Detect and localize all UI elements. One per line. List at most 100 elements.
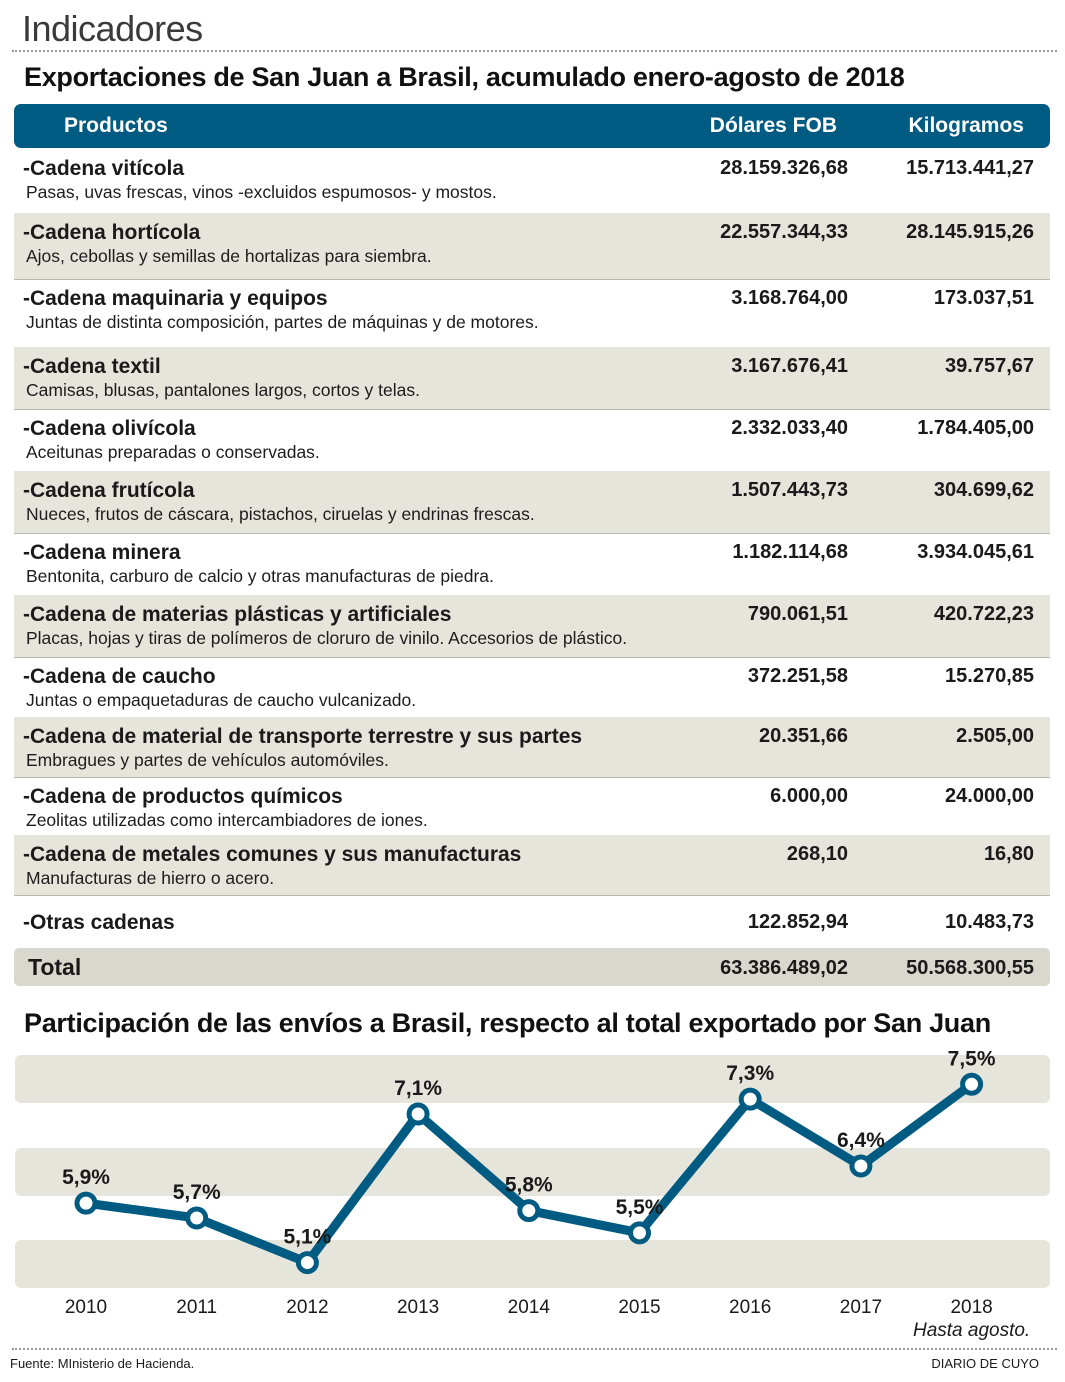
table-row: -Cadena de metales comunes y sus manufac… (14, 835, 1050, 896)
row-usd: 3.167.676,41 (731, 355, 848, 377)
table-row: -Otras cadenas 122.852,94 10.483,73 (14, 895, 1050, 947)
data-label-2011: 5,7% (173, 1181, 221, 1204)
row-usd: 790.061,51 (747, 603, 848, 625)
row-usd: 372.251,58 (747, 665, 848, 687)
table-row: -Cadena de caucho Juntas o empaquetaduras… (14, 657, 1050, 718)
row-kg: 1.784.405,00 (917, 417, 1034, 439)
row-description: Placas, hojas y tiras de polímeros de cl… (26, 628, 628, 648)
data-point-2015 (628, 1221, 651, 1245)
row-kg: 173.037,51 (933, 287, 1034, 309)
credit: DIARIO DE CUYO (931, 1356, 1039, 1371)
table-header: Productos Dólares FOB Kilogramos (14, 104, 1050, 148)
data-point-2013 (406, 1102, 430, 1126)
table-row: -Cadena minera Bentonita, carburo de calc… (14, 533, 1050, 596)
row-name: -Cadena de materias plásticas y artifici… (23, 603, 452, 626)
row-name: -Cadena textil (23, 355, 161, 378)
row-usd: 1.182.114,68 (732, 541, 848, 563)
row-description: Bentonita, carburo de calcio y otras man… (26, 566, 494, 586)
table-row: -Cadena hortícola Ajos, cebollas y semill… (14, 213, 1050, 280)
data-label-2010: 5,9% (62, 1166, 110, 1189)
row-kg: 28.145.915,26 (906, 221, 1034, 243)
row-description: Pasas, uvas frescas, vinos -excluidos es… (26, 182, 497, 202)
x-tick-label: 2011 (176, 1297, 217, 1318)
row-description: Nueces, frutos de cáscara, pistachos, ci… (26, 504, 535, 524)
x-tick-label: 2013 (397, 1297, 439, 1318)
row-kg: 3.934.045,61 (917, 541, 1034, 563)
row-usd: 22.557.344,33 (720, 221, 848, 243)
row-description: Ajos, cebollas y semillas de hortalizas … (26, 246, 432, 266)
grid-band-3 (15, 1240, 1050, 1288)
data-point-2018 (960, 1072, 984, 1096)
table-row: -Cadena frutícola Nueces, frutos de cásca… (14, 471, 1050, 534)
data-label-2012: 5,1% (283, 1226, 331, 1249)
data-point-2010 (74, 1191, 98, 1215)
data-label-2014: 5,8% (505, 1174, 553, 1197)
row-description: Juntas o empaquetaduras de caucho vulcan… (26, 690, 417, 710)
row-description: Zeolitas utilizadas como intercambiadore… (26, 810, 428, 830)
row-name: -Cadena vitícola (23, 157, 185, 180)
row-usd: 2.332.033,40 (731, 417, 848, 439)
x-tick-label: 2017 (840, 1297, 882, 1318)
row-description: Camisas, blusas, pantalones largos, cort… (26, 380, 420, 400)
row-kg: 15.270,85 (945, 665, 1034, 687)
row-usd: 268,10 (786, 843, 848, 865)
x-tick-label: 2018 (950, 1297, 992, 1318)
row-kg: 10.483,73 (945, 911, 1034, 933)
chart-note: Hasta agosto. (913, 1320, 1030, 1340)
data-point-2012 (295, 1251, 319, 1275)
line-chart: 5,9% 2010 5,7% 2011 5,1% 2012 7,1% 2013 5,8% 2014… (15, 1047, 1050, 1340)
row-kg: 420.722,23 (933, 603, 1034, 625)
row-name: -Cadena de material de transporte terres… (23, 725, 583, 748)
table-title: Exportaciones de San Juan a Brasil, acum… (24, 62, 905, 92)
table-row: -Cadena olivícola Aceitunas preparadas o … (14, 409, 1050, 472)
row-description: Aceitunas preparadas o conservadas. (26, 442, 320, 462)
section-label: Indicadores (22, 8, 203, 49)
row-description: Manufacturas de hierro o acero. (26, 868, 275, 888)
row-kg: 24.000,00 (945, 785, 1034, 807)
table-row: -Cadena vitícola Pasas, uvas frescas, vin… (14, 149, 1050, 214)
data-point-2011 (185, 1206, 209, 1230)
x-tick-label: 2014 (508, 1297, 551, 1318)
data-label-2017: 6,4% (837, 1129, 885, 1152)
total-row: Total 63.386.489,02 50.568.300,55 (14, 948, 1050, 986)
source-note: Fuente: MInisterio de Hacienda. (10, 1356, 195, 1371)
column-header-usd: Dólares FOB (709, 114, 837, 137)
row-name: -Cadena minera (23, 541, 181, 564)
column-header-kg: Kilogramos (908, 114, 1024, 137)
chart-title: Participación de las envíos a Brasil, re… (24, 1008, 991, 1038)
data-label-2013: 7,1% (394, 1077, 442, 1100)
row-name: -Cadena de productos químicos (23, 785, 343, 808)
data-point-2017 (849, 1154, 873, 1178)
row-name: -Cadena hortícola (23, 221, 201, 244)
row-name: -Cadena de metales comunes y sus manufac… (23, 843, 522, 866)
row-kg: 2.505,00 (956, 725, 1034, 747)
row-kg: 15.713.441,27 (906, 157, 1034, 179)
row-description: Juntas de distinta composición, partes d… (26, 312, 539, 332)
grid-band-1 (15, 1055, 1050, 1103)
table-row: -Cadena textil Camisas, blusas, pantalone… (14, 347, 1050, 410)
row-usd: 20.351,66 (759, 725, 848, 747)
row-name: -Otras cadenas (23, 911, 175, 934)
grid-band-2 (15, 1148, 1050, 1196)
total-usd: 63.386.489,02 (720, 957, 848, 979)
x-tick-label: 2016 (729, 1297, 771, 1318)
row-name: -Cadena de caucho (23, 665, 216, 688)
table-row: -Cadena de materias plásticas y artifici… (14, 595, 1050, 658)
total-kg: 50.568.300,55 (906, 957, 1034, 979)
x-tick-label: 2012 (286, 1297, 328, 1318)
row-kg: 16,80 (983, 843, 1034, 865)
row-name: -Cadena maquinaria y equipos (23, 287, 328, 310)
x-tick-label: 2010 (65, 1297, 107, 1318)
x-tick-label: 2015 (618, 1297, 660, 1318)
row-kg: 304.699,62 (933, 479, 1034, 501)
data-point-2016 (738, 1087, 762, 1111)
data-label-2015: 5,5% (616, 1196, 664, 1219)
row-usd: 3.168.764,00 (731, 287, 848, 309)
total-label: Total (28, 954, 82, 980)
table-row: -Cadena de productos químicos Zeolitas ut… (14, 777, 1050, 836)
divider (12, 50, 1057, 52)
data-point-2014 (517, 1199, 541, 1223)
row-usd: 6.000,00 (770, 785, 848, 807)
row-usd: 122.852,94 (747, 911, 848, 933)
data-label-2018: 7,5% (948, 1047, 996, 1070)
